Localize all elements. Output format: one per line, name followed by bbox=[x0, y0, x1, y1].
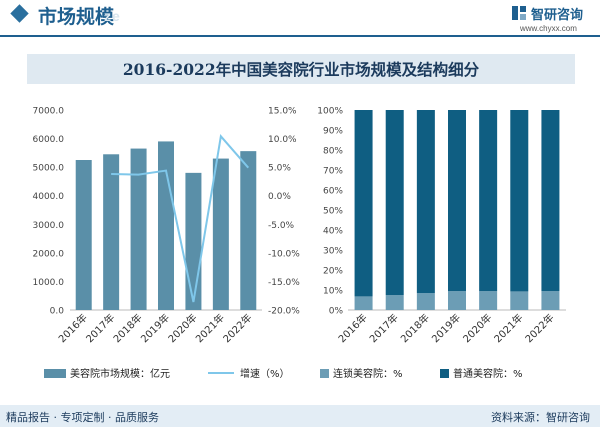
legend-line-label: 增速（%） bbox=[240, 367, 290, 380]
brand-url: www.chyxx.com bbox=[520, 24, 577, 33]
brand-name: 智研咨询 bbox=[531, 8, 584, 23]
header-watermark: ze bbox=[104, 8, 121, 24]
legend-bar-swatch bbox=[44, 369, 66, 378]
footer-bar bbox=[0, 405, 600, 427]
left-y-tick-label: 0.0 bbox=[50, 307, 65, 317]
left-x-tick-label: 2022年 bbox=[220, 311, 254, 345]
left-x-tick-label: 2020年 bbox=[165, 311, 199, 345]
footer-tagline: 精品报告 · 专项定制 · 品质服务 bbox=[6, 411, 159, 424]
left-x-tick-label: 2019年 bbox=[138, 311, 172, 345]
ordinary-bar-segment bbox=[510, 110, 529, 292]
right-chart-y-tick-label: 60% bbox=[323, 187, 343, 197]
right-y-tick-label: -15.0% bbox=[268, 278, 300, 288]
ordinary-bar-segment bbox=[354, 110, 373, 297]
left-bar bbox=[158, 141, 174, 310]
right-y-tick-label: 10.0% bbox=[268, 135, 297, 145]
left-bar bbox=[212, 158, 229, 310]
legend-ordinary-swatch bbox=[440, 369, 449, 378]
chart-title-band bbox=[27, 54, 575, 84]
legend-chain-label: 连锁美容院：% bbox=[333, 367, 403, 380]
chain-bar-segment bbox=[354, 296, 373, 310]
legend-bar-label: 美容院市场规模：亿元 bbox=[70, 367, 170, 380]
right-x-tick-label: 2020年 bbox=[460, 311, 494, 345]
chart-title: 2016-2022年中国美容院行业市场规模及结构细分 bbox=[122, 60, 480, 79]
left-bar bbox=[185, 172, 202, 310]
left-y-tick-label: 1000.0 bbox=[33, 278, 65, 288]
right-y-tick-label: 15.0% bbox=[268, 107, 297, 117]
chain-bar-segment bbox=[416, 293, 435, 310]
left-y-tick-label: 7000.0 bbox=[33, 107, 65, 117]
chain-bar-segment bbox=[541, 291, 560, 310]
right-x-tick-label: 2022年 bbox=[522, 311, 556, 345]
chain-bar-segment bbox=[510, 291, 529, 310]
left-bar bbox=[103, 154, 120, 310]
left-bar bbox=[130, 148, 147, 310]
left-bar bbox=[240, 151, 257, 310]
right-x-tick-label: 2018年 bbox=[398, 311, 432, 345]
left-y-tick-label: 6000.0 bbox=[33, 135, 65, 145]
right-chart-y-tick-label: 30% bbox=[323, 247, 343, 257]
ordinary-bar-segment bbox=[416, 110, 435, 293]
right-x-tick-label: 2019年 bbox=[429, 311, 463, 345]
right-chart-y-tick-label: 90% bbox=[323, 127, 343, 137]
ordinary-bar-segment bbox=[448, 110, 466, 291]
left-x-tick-label: 2018年 bbox=[110, 311, 144, 345]
right-chart-y-tick-label: 0% bbox=[329, 307, 344, 317]
right-chart-y-tick-label: 50% bbox=[323, 207, 343, 217]
header-divider bbox=[0, 35, 600, 37]
right-chart-y-tick-label: 80% bbox=[323, 147, 343, 157]
right-y-tick-label: -10.0% bbox=[268, 249, 300, 259]
right-chart-y-tick-label: 70% bbox=[323, 167, 343, 177]
chain-bar-segment bbox=[385, 295, 404, 310]
chain-bar-segment bbox=[448, 291, 466, 310]
right-x-tick-label: 2021年 bbox=[491, 311, 525, 345]
ordinary-bar-segment bbox=[479, 110, 498, 291]
brand-logo-icon bbox=[512, 6, 526, 20]
chain-bar-segment bbox=[479, 291, 498, 310]
right-y-tick-label: -5.0% bbox=[268, 221, 295, 231]
right-y-tick-label: 0.0% bbox=[268, 192, 291, 202]
right-chart-y-tick-label: 20% bbox=[323, 267, 343, 277]
right-y-tick-label: 5.0% bbox=[268, 164, 291, 174]
left-y-tick-label: 4000.0 bbox=[33, 192, 65, 202]
footer-source: 资料来源：智研咨询 bbox=[491, 411, 590, 424]
right-chart-y-tick-label: 10% bbox=[323, 287, 343, 297]
left-y-tick-label: 3000.0 bbox=[33, 221, 65, 231]
right-chart-y-tick-label: 40% bbox=[323, 227, 343, 237]
ordinary-bar-segment bbox=[385, 110, 404, 295]
section-title: 市场规模 bbox=[38, 6, 115, 28]
right-chart-y-tick-label: 100% bbox=[317, 107, 343, 117]
right-x-tick-label: 2017年 bbox=[367, 311, 401, 345]
ordinary-bar-segment bbox=[541, 110, 560, 291]
left-x-tick-label: 2021年 bbox=[193, 311, 227, 345]
left-y-tick-label: 5000.0 bbox=[33, 164, 65, 174]
left-y-tick-label: 2000.0 bbox=[33, 249, 65, 259]
growth-line bbox=[111, 134, 250, 303]
left-x-tick-label: 2017年 bbox=[83, 311, 117, 345]
left-bar bbox=[75, 160, 92, 310]
legend-chain-swatch bbox=[320, 369, 329, 378]
right-y-tick-label: -20.0% bbox=[268, 307, 300, 317]
legend-ordinary-label: 普通美容院：% bbox=[453, 367, 523, 380]
